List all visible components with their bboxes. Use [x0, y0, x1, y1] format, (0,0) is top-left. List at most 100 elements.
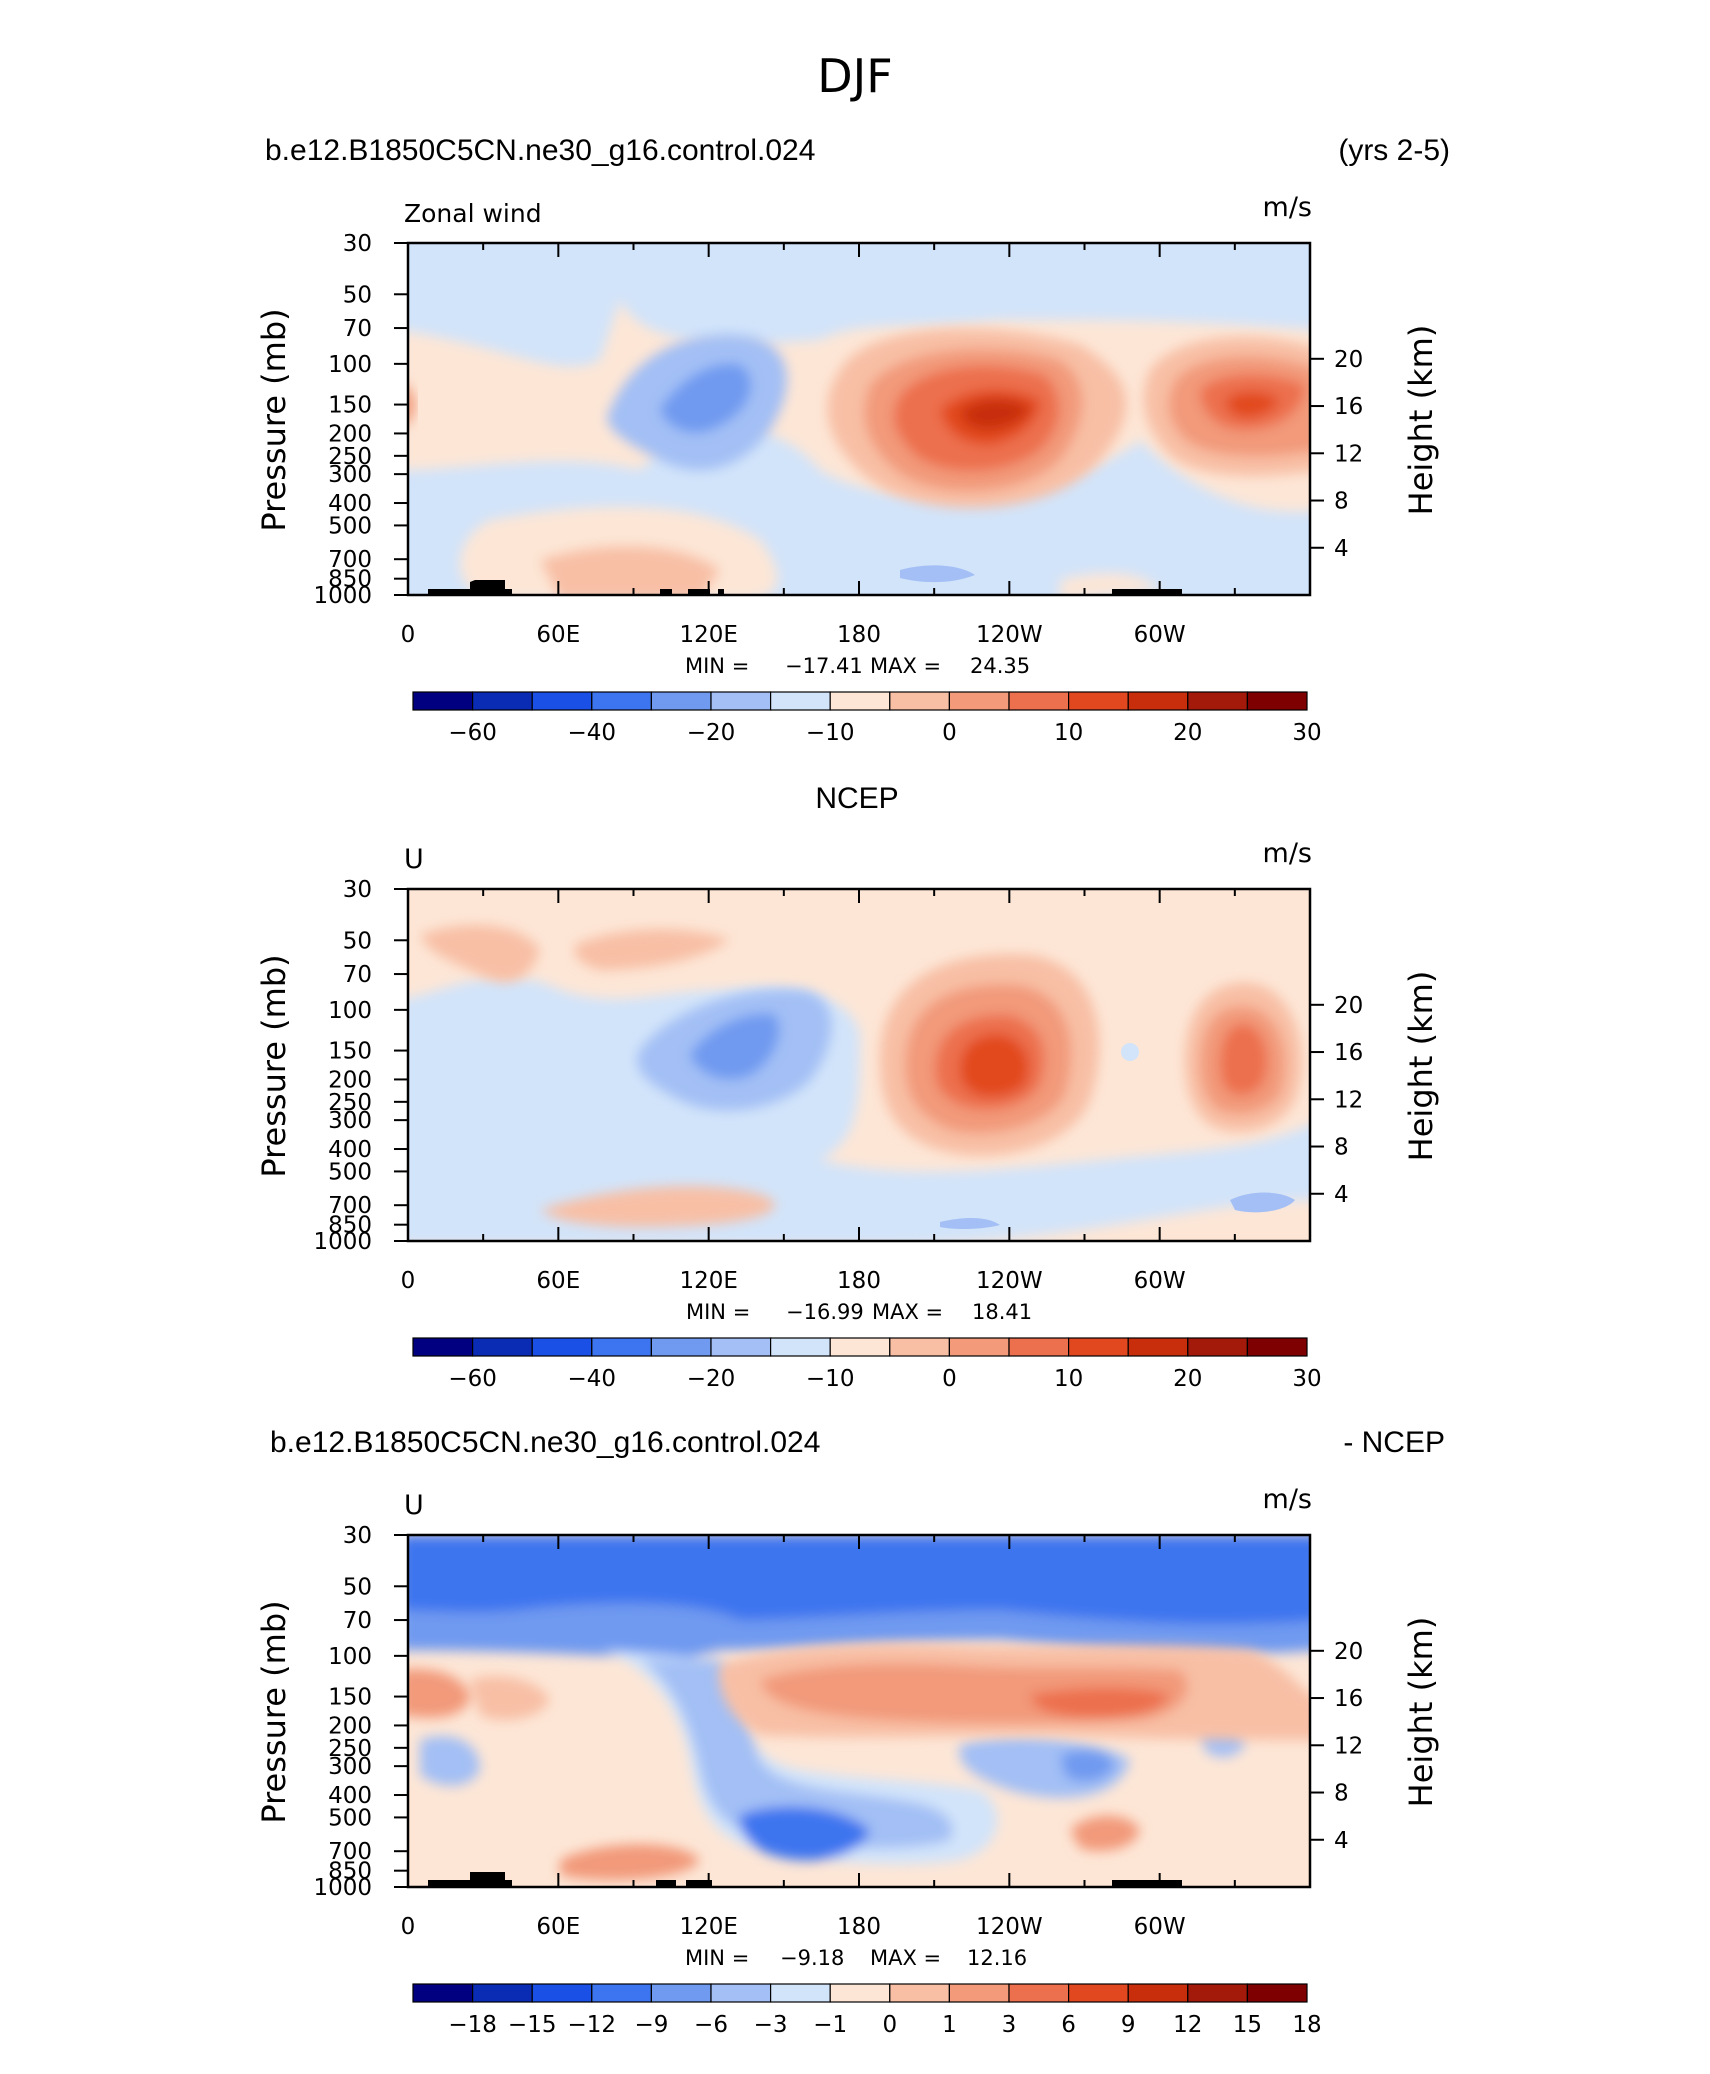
- panel-1-ytick-label: 200: [328, 421, 372, 447]
- colorbar-label: −9: [634, 2012, 668, 2038]
- colorbar-swatch: [1187, 691, 1249, 711]
- panel-1-ytick-label: 300: [328, 462, 372, 488]
- colorbar-swatch: [472, 1337, 533, 1357]
- colorbar-swatch: [531, 691, 593, 711]
- panel-3-y2tick-label: 12: [1334, 1733, 1363, 1759]
- panel-2-ytick-label: 100: [328, 998, 372, 1024]
- panel-1-ytick-label: 30: [343, 231, 372, 257]
- colorbar-label: 20: [1173, 720, 1202, 746]
- panel-2-ytick-label: 700: [328, 1193, 372, 1219]
- panel-1-ytick-label: 400: [328, 491, 372, 517]
- panel-3-ytick-label: 100: [328, 1644, 372, 1670]
- colorbar-swatch: [531, 1983, 593, 2003]
- colorbar-swatch: [1067, 1983, 1129, 2003]
- panel-3-min-label: MIN =: [685, 1946, 749, 1970]
- panel-1-xtick-label: 60E: [536, 622, 580, 648]
- colorbar-swatch: [1067, 691, 1129, 711]
- panel-3-y2tick-label: 4: [1334, 1828, 1349, 1854]
- colorbar-swatch: [710, 691, 772, 711]
- colorbar-swatch: [829, 1983, 891, 2003]
- panel-2-min-label: MIN =: [686, 1300, 750, 1324]
- colorbar-label: 15: [1233, 2012, 1262, 2038]
- panel-2-y2label: Height (km): [1402, 971, 1440, 1162]
- panel-2-ytick-label: 400: [328, 1137, 372, 1163]
- panel-1-ytick-label: 50: [343, 282, 372, 308]
- panel-2-ytick-label: 200: [328, 1067, 372, 1093]
- panel-2-y2tick-label: 12: [1334, 1087, 1363, 1113]
- panel-1-field: [408, 243, 1310, 595]
- colorbar-label: 6: [1061, 2012, 1076, 2038]
- panel-3-topography-2: [656, 1880, 676, 1887]
- panel-3-max-value: 12.16: [967, 1946, 1027, 1970]
- colorbar-swatch: [412, 1337, 474, 1357]
- panel-3-xtick-label: 120W: [976, 1914, 1043, 1940]
- colorbar-swatch: [948, 1337, 1010, 1357]
- panel-1-left-title: b.e12.B1850C5CN.ne30_g16.control.024: [265, 134, 815, 167]
- panel-3-min-value: −9.18: [780, 1946, 844, 1970]
- panel-1-min-value: −17.41: [785, 654, 863, 678]
- panel-1-ytick-label: 250: [328, 444, 372, 470]
- panel-1-y2tick-label: 20: [1334, 347, 1363, 373]
- colorbar-label: −3: [754, 2012, 788, 2038]
- panel-3-units: m/s: [1263, 1484, 1312, 1515]
- panel-2-ytick-label: 250: [328, 1090, 372, 1116]
- colorbar-swatch: [1246, 1983, 1308, 2003]
- colorbar-swatch: [1246, 1337, 1308, 1357]
- panel-3-ytick-label: 400: [328, 1783, 372, 1809]
- panel-3-ytick-label: 1000: [313, 1875, 372, 1901]
- panel-3-xtick-label: 120E: [679, 1914, 737, 1940]
- panel-1-topography-2: [660, 589, 672, 595]
- colorbar-label: −10: [806, 1366, 855, 1392]
- colorbar-label: −40: [568, 720, 617, 746]
- panel-2-var-label: U: [404, 844, 424, 875]
- panel-model: b.e12.B1850C5CN.ne30_g16.control.024 (yr…: [255, 134, 1450, 746]
- colorbar-label: 12: [1173, 2012, 1202, 2038]
- colorbar-swatch: [591, 1983, 652, 2003]
- colorbar-label: −15: [508, 2012, 557, 2038]
- colorbar-label: 10: [1054, 720, 1083, 746]
- panel-3-topography-1: [428, 1872, 512, 1887]
- panel-3-ytick-label: 200: [328, 1713, 372, 1739]
- colorbar-label: −1: [813, 2012, 847, 2038]
- colorbar-swatch: [948, 1983, 1010, 2003]
- colorbar-swatch: [650, 1337, 712, 1357]
- colorbar-label: −20: [687, 1366, 736, 1392]
- panel-1-y2tick-label: 12: [1334, 441, 1363, 467]
- main-title: DJF: [817, 49, 892, 103]
- panel-3-ytick-label: 500: [328, 1805, 372, 1831]
- colorbar-swatch: [1187, 1337, 1249, 1357]
- colorbar-swatch: [889, 1337, 950, 1357]
- colorbar-label: 0: [942, 1366, 957, 1392]
- panel-2-y2tick-label: 20: [1334, 993, 1363, 1019]
- colorbar-swatch: [1008, 1983, 1070, 2003]
- colorbar-label: 3: [1002, 2012, 1017, 2038]
- panel-2-y2tick-label: 16: [1334, 1040, 1363, 1066]
- panel-1-ytick-label: 700: [328, 547, 372, 573]
- panel-3-var-label: U: [404, 1490, 424, 1521]
- colorbar-swatch: [1246, 691, 1308, 711]
- colorbar-label: 18: [1292, 2012, 1321, 2038]
- panel-1-ytick-label: 500: [328, 513, 372, 539]
- panel-3-max-label: MAX =: [870, 1946, 941, 1970]
- panel-3-ytick-label: 70: [343, 1608, 372, 1634]
- colorbar-swatch: [1187, 1983, 1249, 2003]
- panel-2-y2tick-label: 8: [1334, 1135, 1349, 1161]
- panel-1-y2tick-label: 16: [1334, 394, 1363, 420]
- colorbar-label: 20: [1173, 1366, 1202, 1392]
- colorbar-swatch: [1008, 1337, 1070, 1357]
- colorbar-label: 0: [882, 2012, 897, 2038]
- panel-2-field: [408, 889, 1310, 1241]
- panel-2-ytick-label: 50: [343, 928, 372, 954]
- panel-3-xtick-label: 60W: [1134, 1914, 1186, 1940]
- colorbar-swatch: [710, 1983, 772, 2003]
- colorbar-swatch: [829, 1337, 891, 1357]
- panel-2-ytick-label: 1000: [313, 1229, 372, 1255]
- panel-2-xtick-label: 60E: [536, 1268, 580, 1294]
- colorbar-label: −12: [568, 2012, 617, 2038]
- panel-3-topography-4: [1112, 1880, 1182, 1887]
- panel-2-units: m/s: [1263, 838, 1312, 869]
- panel-1-units: m/s: [1263, 192, 1312, 223]
- colorbar-swatch: [769, 1337, 831, 1357]
- panel-1-y2tick-label: 4: [1334, 536, 1349, 562]
- panel-1-ytick-label: 850: [328, 567, 372, 593]
